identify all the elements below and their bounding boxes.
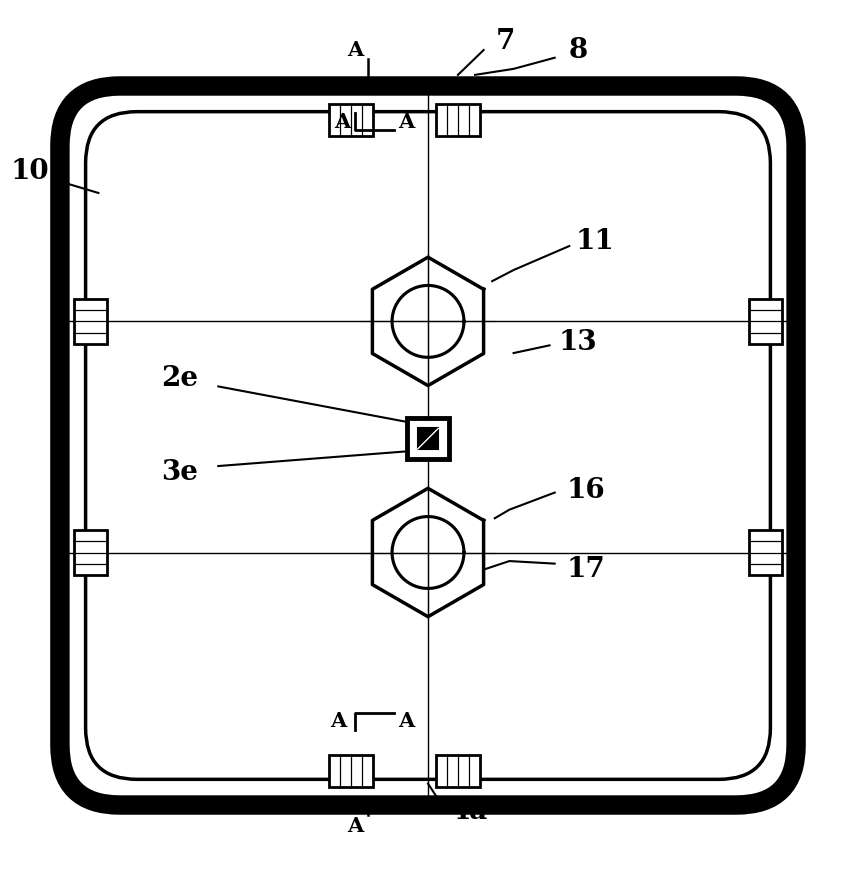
Text: 3e: 3e — [161, 460, 199, 486]
Text: A: A — [348, 816, 363, 837]
FancyBboxPatch shape — [60, 86, 796, 805]
Bar — [436, 104, 480, 136]
Bar — [418, 429, 438, 449]
Text: A: A — [399, 112, 414, 132]
Bar — [407, 418, 449, 459]
Text: A: A — [348, 40, 363, 60]
Bar — [74, 530, 107, 575]
Text: 7: 7 — [496, 28, 514, 55]
Text: 13: 13 — [558, 330, 597, 356]
Text: 4a: 4a — [450, 798, 488, 825]
Text: 10: 10 — [10, 158, 50, 185]
Text: A: A — [335, 112, 350, 132]
Text: A: A — [330, 711, 346, 732]
Text: 8: 8 — [568, 37, 587, 63]
Bar — [329, 755, 373, 787]
Bar — [436, 755, 480, 787]
Bar — [749, 299, 782, 344]
Text: A: A — [399, 711, 414, 732]
Text: 17: 17 — [567, 556, 606, 583]
Text: 2e: 2e — [161, 365, 199, 392]
Bar — [749, 530, 782, 575]
Text: 11: 11 — [575, 228, 615, 256]
Text: 16: 16 — [567, 477, 606, 503]
Bar — [74, 299, 107, 344]
Bar — [329, 104, 373, 136]
